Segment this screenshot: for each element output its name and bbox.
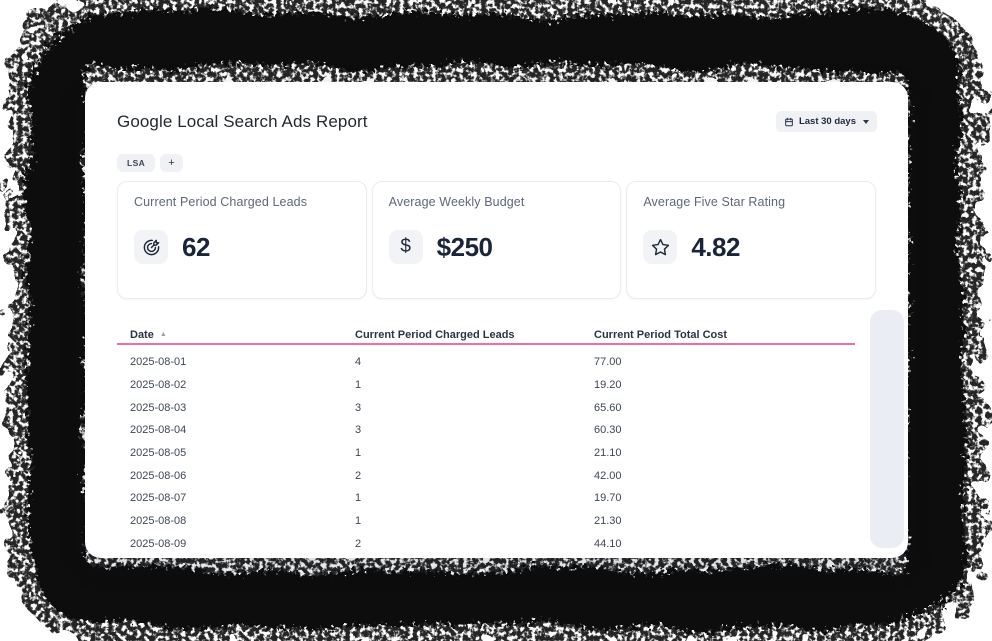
cell-charged-leads: 1 <box>355 447 362 460</box>
table-row: 2025-08-01 4 77.00 <box>117 351 855 374</box>
stat-card-weekly-budget: Average Weekly Budget $ $250 <box>371 181 622 299</box>
report-card: Google Local Search Ads Report Last 30 d… <box>85 82 908 558</box>
cell-date: 2025-08-02 <box>130 379 187 392</box>
stat-label: Average Weekly Budget <box>388 195 525 209</box>
cell-date: 2025-08-09 <box>130 537 187 550</box>
table-row: 2025-08-06 2 42.00 <box>117 464 855 487</box>
cell-total-cost: 19.20 <box>594 379 622 392</box>
calendar-icon <box>784 117 794 127</box>
cell-total-cost: 42.00 <box>594 469 622 482</box>
tag-lsa[interactable]: LSA <box>117 154 156 172</box>
cell-total-cost: 65.60 <box>594 401 622 414</box>
cell-date: 2025-08-01 <box>130 356 187 369</box>
cell-total-cost: 21.10 <box>594 447 622 460</box>
stat-value: 4.82 <box>691 231 740 262</box>
cell-charged-leads: 3 <box>355 401 362 414</box>
stat-label: Average Five Star Rating <box>643 195 786 209</box>
cell-total-cost: 60.30 <box>594 424 622 437</box>
table-row: 2025-08-05 1 21.10 <box>117 442 855 465</box>
table-scrollbar[interactable] <box>870 310 904 548</box>
cell-date: 2025-08-03 <box>130 401 187 414</box>
cell-total-cost: 19.70 <box>594 492 622 505</box>
cell-total-cost: 77.00 <box>594 356 622 369</box>
tag-list: LSA + <box>117 154 876 172</box>
cell-date: 2025-08-04 <box>130 424 187 437</box>
column-header-total-cost[interactable]: Current Period Total Cost <box>594 329 728 341</box>
column-header-date[interactable]: Date ▲ <box>117 329 355 341</box>
stat-cards-row: Current Period Charged Leads 62 Average … <box>117 181 877 299</box>
star-icon <box>643 230 678 264</box>
cell-charged-leads: 1 <box>355 515 362 528</box>
card-header: Google Local Search Ads Report Last 30 d… <box>117 111 877 132</box>
cell-date: 2025-08-05 <box>130 447 187 460</box>
cell-charged-leads: 2 <box>355 469 362 482</box>
cell-date: 2025-08-08 <box>130 515 187 528</box>
table-row: 2025-08-08 1 21.30 <box>117 510 855 533</box>
table-header-row: Date ▲ Current Period Charged Leads Curr… <box>117 329 855 345</box>
table-row: 2025-08-04 3 60.30 <box>117 419 855 442</box>
table-row: 2025-08-03 3 65.60 <box>117 396 855 419</box>
cell-charged-leads: 1 <box>355 379 362 392</box>
cell-date: 2025-08-07 <box>130 492 187 505</box>
page-title: Google Local Search Ads Report <box>117 111 368 131</box>
column-header-charged-leads[interactable]: Current Period Charged Leads <box>355 329 515 341</box>
cell-total-cost: 21.30 <box>594 515 622 528</box>
stat-card-charged-leads: Current Period Charged Leads 62 <box>117 181 367 299</box>
cell-charged-leads: 3 <box>355 424 362 437</box>
table-row: 2025-08-07 1 19.70 <box>117 487 855 510</box>
cell-charged-leads: 2 <box>355 537 362 550</box>
cell-date: 2025-08-06 <box>130 469 187 482</box>
chevron-down-icon <box>863 119 869 124</box>
stat-value: 62 <box>182 231 210 262</box>
cell-charged-leads: 4 <box>355 356 362 369</box>
stat-card-five-star-rating: Average Five Star Rating 4.82 <box>626 181 877 299</box>
sort-asc-icon: ▲ <box>159 330 167 338</box>
report-table: Date ▲ Current Period Charged Leads Curr… <box>117 329 855 555</box>
table-row: 2025-08-09 2 44.10 <box>117 533 855 556</box>
table-body: 2025-08-01 4 77.00 2025-08-02 1 19.20 20… <box>117 345 855 555</box>
stat-label: Current Period Charged Leads <box>134 195 308 209</box>
table-row: 2025-08-02 1 19.20 <box>117 374 855 397</box>
column-header-label: Date <box>130 329 154 341</box>
target-arrow-icon <box>134 230 168 264</box>
date-range-label: Last 30 days <box>798 116 856 127</box>
cell-charged-leads: 1 <box>355 492 362 505</box>
dollar-icon: $ <box>388 230 423 264</box>
cell-total-cost: 44.10 <box>594 537 622 550</box>
date-range-button[interactable]: Last 30 days <box>775 111 877 132</box>
stat-value: $250 <box>436 231 493 262</box>
add-tag-button[interactable]: + <box>160 154 184 172</box>
